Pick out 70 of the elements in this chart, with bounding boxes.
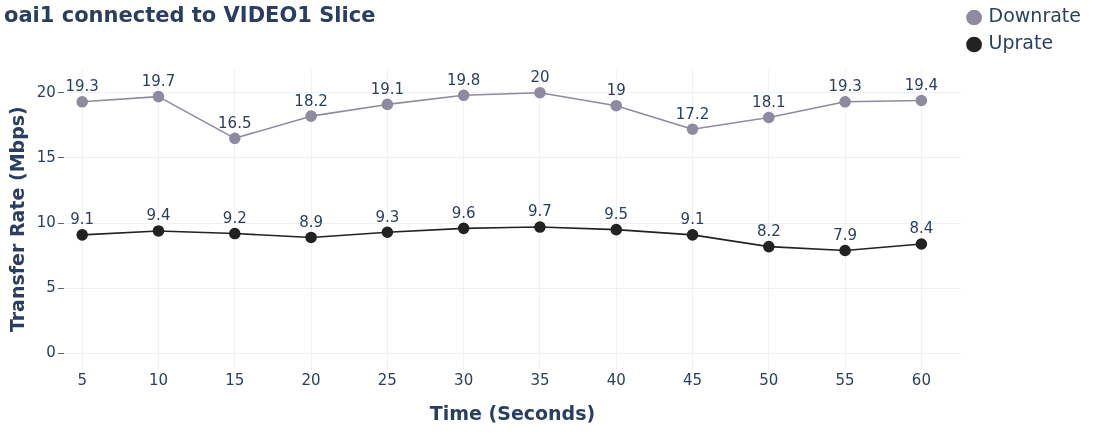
point bbox=[152, 90, 165, 103]
x-tick-label: 30 bbox=[454, 371, 474, 390]
data-label: 19.3 bbox=[65, 77, 99, 96]
data-label: 9.6 bbox=[451, 203, 476, 222]
x-tick-label: 60 bbox=[911, 371, 931, 390]
data-label: 9.3 bbox=[375, 207, 400, 226]
data-label: 8.4 bbox=[909, 219, 934, 238]
y-tick-label: 15 bbox=[36, 147, 56, 166]
data-label: 19.8 bbox=[446, 70, 481, 89]
x-tick-label: 10 bbox=[148, 371, 169, 390]
data-label: 9.4 bbox=[146, 206, 171, 225]
point bbox=[381, 226, 394, 239]
y-tick-label: 0 bbox=[46, 343, 56, 362]
data-label: 8.2 bbox=[756, 221, 781, 240]
legend-label: Uprate bbox=[988, 31, 1054, 54]
data-label: 9.1 bbox=[70, 210, 95, 229]
x-tick-label: 50 bbox=[759, 371, 779, 390]
x-tick-label: 25 bbox=[377, 371, 397, 390]
y-axis-title: Transfer Rate (Mbps) bbox=[6, 106, 29, 333]
x-tick-label: 45 bbox=[682, 371, 703, 390]
x-tick-label: 40 bbox=[606, 371, 626, 390]
data-label: 20 bbox=[530, 68, 550, 87]
point bbox=[610, 99, 623, 112]
legend-label: Downrate bbox=[988, 4, 1082, 27]
point bbox=[381, 98, 394, 111]
point bbox=[305, 231, 317, 244]
y-tick-label: 5 bbox=[46, 278, 56, 297]
point bbox=[915, 94, 928, 107]
point bbox=[839, 96, 851, 108]
data-label: 19.7 bbox=[141, 71, 176, 90]
point bbox=[763, 111, 775, 124]
y-tick-label: 20 bbox=[36, 82, 56, 101]
point bbox=[610, 223, 623, 236]
data-label: 19 bbox=[606, 81, 626, 100]
data-label: 7.9 bbox=[833, 225, 858, 244]
y-tick-label: 10 bbox=[36, 213, 56, 231]
data-label: 9.5 bbox=[604, 205, 629, 224]
point bbox=[228, 227, 241, 240]
point bbox=[763, 240, 775, 253]
point bbox=[228, 132, 241, 145]
x-tick-label: 55 bbox=[835, 371, 855, 390]
data-label: 9.1 bbox=[680, 210, 705, 229]
point bbox=[915, 238, 928, 250]
point bbox=[534, 221, 546, 233]
data-label: 19.4 bbox=[904, 75, 939, 94]
data-label: 9.2 bbox=[222, 208, 247, 227]
data-label: 8.9 bbox=[299, 212, 323, 231]
x-tick-label: 5 bbox=[77, 371, 87, 390]
point bbox=[686, 123, 699, 135]
data-label: 17.2 bbox=[675, 104, 710, 123]
point bbox=[839, 244, 851, 257]
data-label: 9.7 bbox=[528, 202, 552, 221]
data-label: 19.1 bbox=[370, 79, 405, 98]
x-tick-label: 15 bbox=[225, 371, 245, 390]
data-label: 19.3 bbox=[828, 77, 862, 96]
point bbox=[457, 222, 470, 235]
point bbox=[457, 89, 470, 102]
data-label: 18.1 bbox=[752, 92, 786, 111]
point bbox=[152, 225, 165, 237]
point bbox=[76, 229, 88, 241]
data-label: 18.2 bbox=[294, 91, 328, 110]
chart-title: oai1 connected to VIDEO1 Slice bbox=[4, 3, 376, 28]
point bbox=[534, 86, 546, 99]
point bbox=[305, 110, 317, 122]
x-axis-title: Time (Seconds) bbox=[429, 401, 596, 424]
x-tick-label: 20 bbox=[301, 371, 321, 390]
x-tick-label: 35 bbox=[530, 371, 550, 390]
data-label: 16.5 bbox=[218, 113, 252, 132]
point bbox=[76, 96, 88, 108]
point bbox=[686, 229, 699, 241]
